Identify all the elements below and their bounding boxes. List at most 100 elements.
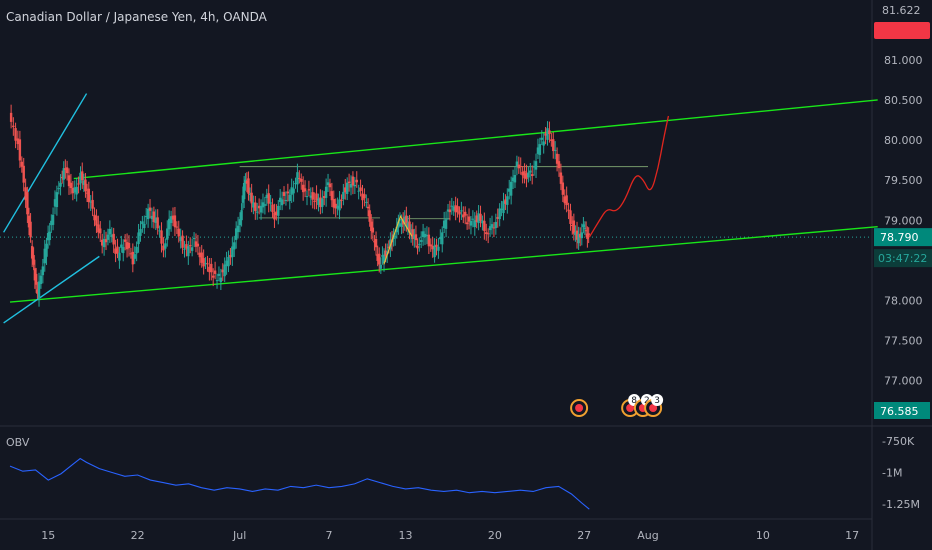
candle-body <box>36 289 39 294</box>
candle-body <box>557 161 561 169</box>
candle-body <box>525 173 528 180</box>
candle-body <box>330 191 334 201</box>
candle-body <box>548 130 551 135</box>
obv-tick-label: -1.25M <box>882 498 920 511</box>
candle-body <box>374 238 378 248</box>
candle-body <box>571 224 574 226</box>
candle-body <box>403 216 406 224</box>
candle-body <box>559 172 563 184</box>
candle-body <box>340 199 343 202</box>
candle-body <box>523 170 526 179</box>
candle-body <box>498 208 501 220</box>
candle-body <box>379 264 383 269</box>
candle-body <box>265 194 268 199</box>
last-price-label: 78.790 <box>880 231 919 244</box>
candle-body <box>248 194 252 196</box>
candle-body <box>183 248 186 250</box>
candle-body <box>303 188 307 192</box>
candle-body <box>567 209 570 211</box>
candle-body <box>336 205 339 209</box>
candle-body <box>553 149 557 151</box>
candle-body <box>118 252 121 261</box>
candle-body <box>277 205 280 216</box>
candle-body <box>382 254 386 264</box>
candle-body <box>416 245 419 249</box>
candle-body <box>357 190 360 192</box>
obv-tick-label: -1M <box>882 466 902 479</box>
candle-body <box>502 201 505 214</box>
candle-body <box>81 171 84 181</box>
candle-body <box>39 275 43 285</box>
candle-body <box>371 227 375 233</box>
candle-body <box>328 183 332 188</box>
candle-body <box>256 211 259 213</box>
candle-body <box>108 229 112 235</box>
candle-body <box>370 221 373 232</box>
candle-body <box>577 233 580 244</box>
last-price-flag <box>874 228 932 247</box>
candle-body <box>393 236 397 238</box>
candle-body <box>167 218 171 230</box>
candle-body <box>400 223 403 227</box>
bottom-price-flag <box>874 402 930 419</box>
candle-body <box>580 232 584 239</box>
time-tick-label: 22 <box>131 529 145 542</box>
candle-body <box>259 205 263 213</box>
candle-body <box>464 211 467 216</box>
time-tick-label: 10 <box>756 529 770 542</box>
candle-body <box>30 246 34 259</box>
candle-body <box>301 184 305 193</box>
candle-body <box>579 233 582 238</box>
candle-body <box>91 199 94 209</box>
obv-label: OBV <box>6 436 30 449</box>
candle-body <box>496 216 499 219</box>
candle-body <box>241 195 245 203</box>
candle-body <box>475 215 478 222</box>
candle-body <box>500 208 503 211</box>
candle-body <box>22 165 25 183</box>
candle-body <box>414 234 418 241</box>
candle-body <box>123 239 127 242</box>
candle-body <box>55 192 59 208</box>
candle-body <box>513 175 517 183</box>
candle-body <box>240 210 243 221</box>
candle-body <box>376 254 379 261</box>
candle-body <box>363 194 366 199</box>
candle-body <box>454 205 457 213</box>
candle-body <box>296 172 299 185</box>
support-trend-line <box>3 255 100 324</box>
price-tick-label: 77.500 <box>884 335 923 348</box>
candle-body <box>319 197 322 208</box>
candle-body <box>89 201 92 203</box>
candle-body <box>473 220 476 228</box>
obv-line <box>9 457 590 510</box>
candle-body <box>50 220 53 226</box>
candle-body <box>506 196 509 205</box>
candle-body <box>233 242 236 250</box>
candle-body <box>242 182 246 200</box>
candle-body <box>563 196 566 204</box>
candle-body <box>65 167 69 174</box>
candle-body <box>368 210 371 222</box>
candle-body <box>344 187 347 193</box>
time-tick-label: 17 <box>845 529 859 542</box>
candle-body <box>69 182 73 189</box>
candle-body <box>254 202 257 212</box>
obv-tick-label: -750K <box>882 435 915 448</box>
candle-body <box>133 254 136 259</box>
candle-body <box>465 222 469 225</box>
candle-body <box>187 246 190 257</box>
candle-body <box>225 260 228 267</box>
candle-body <box>95 215 98 226</box>
candle-body <box>483 220 486 231</box>
candle-body <box>204 263 207 265</box>
candle-body <box>179 237 182 242</box>
candle-body <box>298 178 301 180</box>
candle-body <box>278 197 282 202</box>
candle-body <box>16 138 20 145</box>
candle-body <box>238 219 242 226</box>
projection-path <box>588 115 670 238</box>
candle-body <box>517 164 521 169</box>
